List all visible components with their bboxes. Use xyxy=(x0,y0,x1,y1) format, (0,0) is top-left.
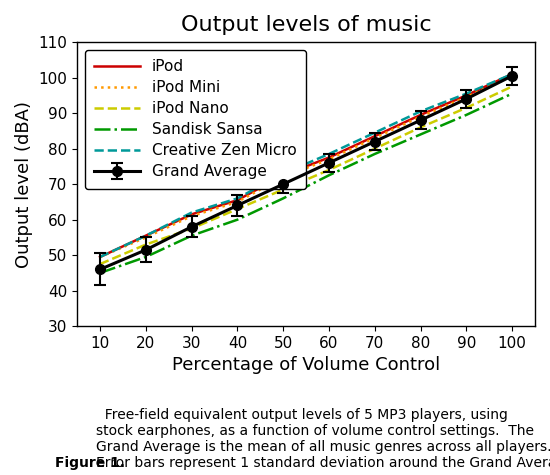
Creative Zen Micro xyxy=(280,171,287,176)
Sandisk Sansa xyxy=(326,172,332,178)
iPod Nano xyxy=(463,105,470,111)
iPod xyxy=(417,112,424,118)
iPod Mini xyxy=(97,254,103,260)
iPod Nano xyxy=(326,167,332,173)
X-axis label: Percentage of Volume Control: Percentage of Volume Control xyxy=(172,357,440,374)
iPod Nano xyxy=(234,206,241,212)
iPod Mini xyxy=(234,199,241,205)
Sandisk Sansa xyxy=(142,254,149,260)
iPod Mini xyxy=(142,235,149,240)
Creative Zen Micro xyxy=(188,210,195,216)
Text: Figure 1.: Figure 1. xyxy=(55,456,125,470)
Creative Zen Micro xyxy=(326,151,332,157)
Line: iPod: iPod xyxy=(100,74,512,257)
Legend: iPod, iPod Mini, iPod Nano, Sandisk Sansa, Creative Zen Micro, Grand Average: iPod, iPod Mini, iPod Nano, Sandisk Sans… xyxy=(85,50,306,189)
iPod Mini xyxy=(371,135,378,141)
Text: Free-field equivalent output levels of 5 MP3 players, using
stock earphones, as : Free-field equivalent output levels of 5… xyxy=(96,408,550,470)
iPod xyxy=(188,211,195,217)
iPod xyxy=(280,172,287,178)
iPod Mini xyxy=(417,114,424,120)
Creative Zen Micro xyxy=(234,196,241,201)
Creative Zen Micro xyxy=(142,233,149,238)
Title: Output levels of music: Output levels of music xyxy=(181,15,431,35)
iPod Nano xyxy=(280,187,287,192)
iPod xyxy=(509,71,515,77)
Creative Zen Micro xyxy=(509,71,515,77)
Sandisk Sansa xyxy=(234,217,241,222)
iPod xyxy=(97,254,103,260)
iPod Nano xyxy=(371,146,378,152)
iPod Nano xyxy=(142,242,149,247)
iPod Mini xyxy=(509,73,515,79)
iPod Nano xyxy=(417,124,424,130)
Sandisk Sansa xyxy=(371,151,378,157)
Sandisk Sansa xyxy=(463,112,470,118)
iPod Mini xyxy=(280,174,287,180)
iPod Nano xyxy=(97,261,103,267)
Creative Zen Micro xyxy=(97,254,103,260)
Sandisk Sansa xyxy=(97,270,103,276)
Creative Zen Micro xyxy=(463,91,470,96)
Line: iPod Mini: iPod Mini xyxy=(100,76,512,257)
Sandisk Sansa xyxy=(509,91,515,96)
iPod Mini xyxy=(463,95,470,100)
Creative Zen Micro xyxy=(371,130,378,135)
iPod Nano xyxy=(509,84,515,89)
iPod xyxy=(326,155,332,161)
Sandisk Sansa xyxy=(417,132,424,137)
iPod Mini xyxy=(188,213,195,219)
iPod xyxy=(371,133,378,139)
Line: iPod Nano: iPod Nano xyxy=(100,86,512,264)
iPod xyxy=(142,233,149,238)
iPod Mini xyxy=(326,156,332,162)
Line: Sandisk Sansa: Sandisk Sansa xyxy=(100,94,512,273)
Sandisk Sansa xyxy=(280,196,287,201)
iPod xyxy=(463,93,470,98)
Creative Zen Micro xyxy=(417,108,424,114)
Line: Creative Zen Micro: Creative Zen Micro xyxy=(100,74,512,257)
Sandisk Sansa xyxy=(188,233,195,238)
iPod xyxy=(234,197,241,203)
Y-axis label: Output level (dBA): Output level (dBA) xyxy=(15,101,33,268)
iPod Nano xyxy=(188,226,195,231)
